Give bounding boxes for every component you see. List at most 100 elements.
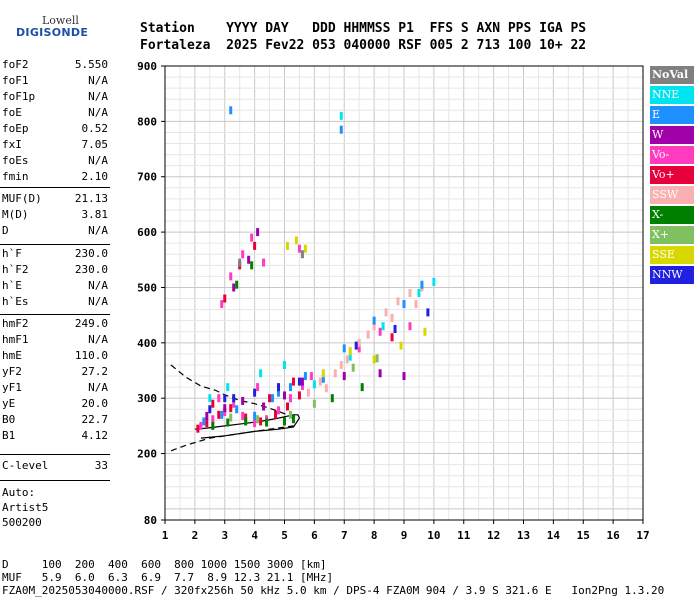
echo-point xyxy=(238,258,242,267)
x-tick-label: 1 xyxy=(162,529,169,542)
echo-point xyxy=(253,388,257,397)
echo-point xyxy=(283,360,286,369)
echo-point xyxy=(321,369,325,378)
echo-point xyxy=(372,316,376,325)
param-separator xyxy=(0,454,110,455)
echo-point xyxy=(297,391,301,400)
echo-point xyxy=(220,300,224,309)
echo-point xyxy=(402,372,406,381)
echo-point xyxy=(268,394,272,403)
echo-point xyxy=(351,363,355,372)
x-tick-label: 14 xyxy=(547,529,561,542)
param-value: 33 xyxy=(94,459,108,472)
param-name: h`Es xyxy=(2,295,29,308)
param-value: N/A xyxy=(88,74,108,87)
param-name: MUF(D) xyxy=(2,192,42,205)
param-row-d: D N/A xyxy=(2,224,108,239)
echo-point xyxy=(342,372,346,381)
echo-point xyxy=(432,277,436,286)
param-separator xyxy=(0,187,110,188)
echo-point xyxy=(244,417,248,426)
echo-point xyxy=(354,341,358,350)
echo-point xyxy=(250,233,254,242)
echo-point xyxy=(396,297,400,306)
echo-point xyxy=(342,344,346,353)
legend-item-x-: X- xyxy=(650,206,694,224)
echo-point xyxy=(372,355,376,364)
param-row-hmf1: hmF1 N/A xyxy=(2,333,108,348)
echo-point xyxy=(256,415,260,424)
param-row-c-level: C-level 33 xyxy=(2,459,108,474)
echo-point xyxy=(250,261,254,270)
echo-point xyxy=(196,424,200,433)
echo-point xyxy=(265,418,269,427)
param-separator xyxy=(0,244,110,245)
param-value: 27.2 xyxy=(81,365,109,378)
echo-point xyxy=(253,241,257,250)
echo-point xyxy=(223,294,227,303)
param-value: 230.0 xyxy=(74,263,108,276)
param-row-h-es: h`Es N/A xyxy=(2,295,108,310)
y-tick-label: 800 xyxy=(137,115,157,128)
param-row-foe: foE N/A xyxy=(2,106,108,121)
param-row-m-d-: M(D) 3.81 xyxy=(2,208,108,223)
param-row-fxi: fxI 7.05 xyxy=(2,138,108,153)
echo-point xyxy=(211,399,215,408)
logo-line1: Lowell xyxy=(42,14,79,27)
legend-item-x-: X+ xyxy=(650,226,694,244)
echo-point xyxy=(288,394,292,403)
echo-point xyxy=(375,354,379,363)
echo-point xyxy=(285,402,289,411)
param-value: N/A xyxy=(88,90,108,103)
echo-point xyxy=(291,415,295,424)
echo-point xyxy=(324,384,328,393)
echo-point xyxy=(229,106,233,115)
echo-point xyxy=(303,244,307,253)
param-row-muf-d-: MUF(D) 21.13 xyxy=(2,192,108,207)
legend-item-w: W xyxy=(650,126,694,144)
x-tick-label: 9 xyxy=(401,529,408,542)
param-name: C-level xyxy=(2,459,49,472)
param-row-h-f2: h`F2 230.0 xyxy=(2,263,108,278)
x-tick-label: 13 xyxy=(517,529,530,542)
echo-point xyxy=(232,394,236,403)
echo-point xyxy=(262,258,266,267)
x-tick-label: 2 xyxy=(192,529,199,542)
param-value: 0.52 xyxy=(81,122,109,135)
echo-point xyxy=(333,369,337,378)
param-name: fxI xyxy=(2,138,22,151)
echo-point xyxy=(303,372,307,381)
param-row-ye: yE 20.0 xyxy=(2,397,108,412)
echo-point xyxy=(393,324,397,333)
y-tick-label: 600 xyxy=(137,226,157,239)
echo-point xyxy=(283,391,286,400)
echo-point xyxy=(223,404,227,413)
echo-point xyxy=(366,330,370,339)
legend-item-noval: NoVal xyxy=(650,66,694,84)
echo-point xyxy=(420,280,424,289)
echo-point xyxy=(220,410,224,419)
echo-point xyxy=(408,322,412,331)
echo-point xyxy=(414,300,418,309)
param-row-b0: B0 22.7 xyxy=(2,413,108,428)
param-value: N/A xyxy=(88,279,108,292)
x-tick-label: 10 xyxy=(427,529,440,542)
echo-point xyxy=(288,410,292,419)
echo-point xyxy=(223,394,227,403)
param-name: foE xyxy=(2,106,22,119)
echo-point xyxy=(235,405,239,414)
param-value: 20.0 xyxy=(81,397,109,410)
y-tick-label: 700 xyxy=(137,171,157,184)
param-value: 22.7 xyxy=(81,413,109,426)
autoscaler-line: Artist5 xyxy=(2,501,49,514)
param-row-b1: B1 4.12 xyxy=(2,429,108,444)
echo-point xyxy=(339,125,343,134)
echo-point xyxy=(372,322,376,331)
echo-point xyxy=(399,341,403,350)
echo-point xyxy=(300,382,304,391)
echo-point xyxy=(345,355,349,364)
echo-point xyxy=(360,383,364,392)
x-tick-label: 15 xyxy=(577,529,590,542)
y-tick-label: 80 xyxy=(144,514,157,527)
echo-point xyxy=(208,405,212,414)
